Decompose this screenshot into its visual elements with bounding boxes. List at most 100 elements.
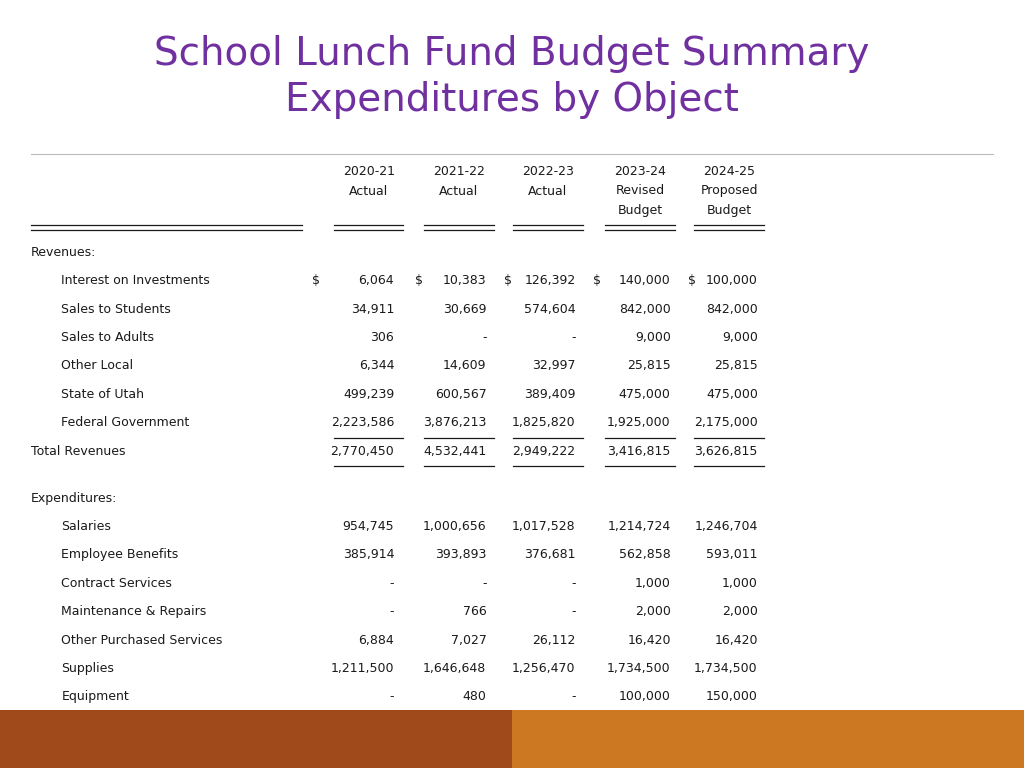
Text: 9,000: 9,000: [635, 331, 671, 344]
Text: Actual: Actual: [349, 185, 388, 198]
Text: 25,815: 25,815: [627, 359, 671, 372]
Text: 593,011: 593,011: [707, 548, 758, 561]
Text: Interest on Investments: Interest on Investments: [61, 274, 210, 287]
Text: 954,745: 954,745: [343, 520, 394, 533]
Bar: [512, 710, 1024, 768]
Text: Actual: Actual: [439, 185, 478, 198]
Text: $: $: [504, 274, 512, 287]
Text: -: -: [482, 577, 486, 590]
Text: 6,064: 6,064: [358, 274, 394, 287]
Text: 480: 480: [463, 690, 486, 703]
Text: 4,532,441: 4,532,441: [423, 445, 486, 458]
Text: 6,884: 6,884: [358, 634, 394, 647]
Text: 1,000,656: 1,000,656: [423, 520, 486, 533]
Text: Equipment: Equipment: [61, 690, 129, 703]
Text: 1,734,500: 1,734,500: [694, 662, 758, 675]
Text: 4,008,135: 4,008,135: [694, 747, 758, 760]
Text: Expenditures:: Expenditures:: [31, 492, 117, 505]
Text: 2,223,586: 2,223,586: [331, 416, 394, 429]
Text: 2020-21: 2020-21: [343, 165, 394, 178]
Text: 306: 306: [371, 331, 394, 344]
Text: 25,815: 25,815: [714, 359, 758, 372]
Text: 499,239: 499,239: [343, 388, 394, 401]
Text: 1,000: 1,000: [635, 577, 671, 590]
Text: 1,214,724: 1,214,724: [607, 520, 671, 533]
Text: 9,000: 9,000: [722, 331, 758, 344]
Text: 475,000: 475,000: [706, 388, 758, 401]
Text: -: -: [390, 690, 394, 703]
Text: -: -: [390, 605, 394, 618]
Text: 842,000: 842,000: [618, 303, 671, 316]
Text: 1,246,704: 1,246,704: [694, 520, 758, 533]
Text: Contract Services: Contract Services: [61, 577, 172, 590]
Text: 2,949,222: 2,949,222: [512, 445, 575, 458]
Text: -: -: [571, 331, 575, 344]
Text: 100,000: 100,000: [706, 274, 758, 287]
Text: Revenues:: Revenues:: [31, 246, 96, 259]
Text: -: -: [571, 577, 575, 590]
Text: 1,017,528: 1,017,528: [512, 520, 575, 533]
Text: $: $: [415, 274, 423, 287]
Bar: [0, 710, 512, 768]
Text: Budget: Budget: [707, 204, 752, 217]
Text: Actual: Actual: [528, 185, 567, 198]
Text: State of Utah: State of Utah: [61, 388, 144, 401]
Text: 34,911: 34,911: [351, 303, 394, 316]
Text: 2023-24: 2023-24: [614, 165, 666, 178]
Text: 842,000: 842,000: [706, 303, 758, 316]
Text: 475,000: 475,000: [618, 388, 671, 401]
Text: Supplies: Supplies: [61, 662, 115, 675]
Text: 200,197: 200,197: [435, 719, 486, 732]
Text: $: $: [593, 274, 601, 287]
Text: 3,626,815: 3,626,815: [694, 445, 758, 458]
Text: Revised: Revised: [615, 184, 665, 197]
Text: 2021-22: 2021-22: [433, 165, 484, 178]
Text: Budget: Budget: [617, 204, 663, 217]
Text: 3,876,213: 3,876,213: [423, 416, 486, 429]
Text: 2,000: 2,000: [722, 605, 758, 618]
Text: 3,249,667: 3,249,667: [423, 747, 486, 760]
Text: 126,392: 126,392: [524, 274, 575, 287]
Text: 140,000: 140,000: [618, 274, 671, 287]
Text: 389,409: 389,409: [524, 388, 575, 401]
Text: 1,256,470: 1,256,470: [512, 662, 575, 675]
Text: 574,604: 574,604: [524, 303, 575, 316]
Text: 393,893: 393,893: [435, 548, 486, 561]
Text: 150,000: 150,000: [706, 690, 758, 703]
Text: 766: 766: [463, 605, 486, 618]
Text: $: $: [688, 274, 696, 287]
Text: Sales to Adults: Sales to Adults: [61, 331, 155, 344]
Text: 7,027: 7,027: [451, 634, 486, 647]
Text: Expenditures by Object: Expenditures by Object: [285, 81, 739, 118]
Text: 212,462: 212,462: [524, 719, 575, 732]
Text: 1,211,500: 1,211,500: [331, 662, 394, 675]
Text: 385,914: 385,914: [343, 548, 394, 561]
Text: $: $: [312, 274, 321, 287]
Text: -: -: [571, 690, 575, 703]
Text: 264,500: 264,500: [707, 719, 758, 732]
Text: 16,420: 16,420: [715, 634, 758, 647]
Text: Sales to Students: Sales to Students: [61, 303, 171, 316]
Text: 32,997: 32,997: [532, 359, 575, 372]
Text: 2022-23: 2022-23: [522, 165, 573, 178]
Text: 2,770,450: 2,770,450: [331, 445, 394, 458]
Text: 2,175,000: 2,175,000: [694, 416, 758, 429]
Text: 1,734,500: 1,734,500: [607, 662, 671, 675]
Text: 26,112: 26,112: [532, 634, 575, 647]
Text: 1,646,648: 1,646,648: [423, 662, 486, 675]
Text: 211,983: 211,983: [343, 719, 394, 732]
Text: Proposed: Proposed: [700, 184, 758, 197]
Text: Other Objects: Other Objects: [61, 719, 148, 732]
Text: 3,416,815: 3,416,815: [607, 445, 671, 458]
Text: Other Purchased Services: Other Purchased Services: [61, 634, 223, 647]
Text: 16,420: 16,420: [628, 634, 671, 647]
Text: 264,500: 264,500: [620, 719, 671, 732]
Text: Maintenance & Repairs: Maintenance & Repairs: [61, 605, 207, 618]
Text: Total Expenditures: Total Expenditures: [31, 747, 146, 760]
Text: 2,771,026: 2,771,026: [331, 747, 394, 760]
Text: Federal Government: Federal Government: [61, 416, 189, 429]
Text: School Lunch Fund Budget Summary: School Lunch Fund Budget Summary: [155, 35, 869, 72]
Text: 2024-25: 2024-25: [703, 165, 755, 178]
Text: 2,000: 2,000: [635, 605, 671, 618]
Text: Other Local: Other Local: [61, 359, 133, 372]
